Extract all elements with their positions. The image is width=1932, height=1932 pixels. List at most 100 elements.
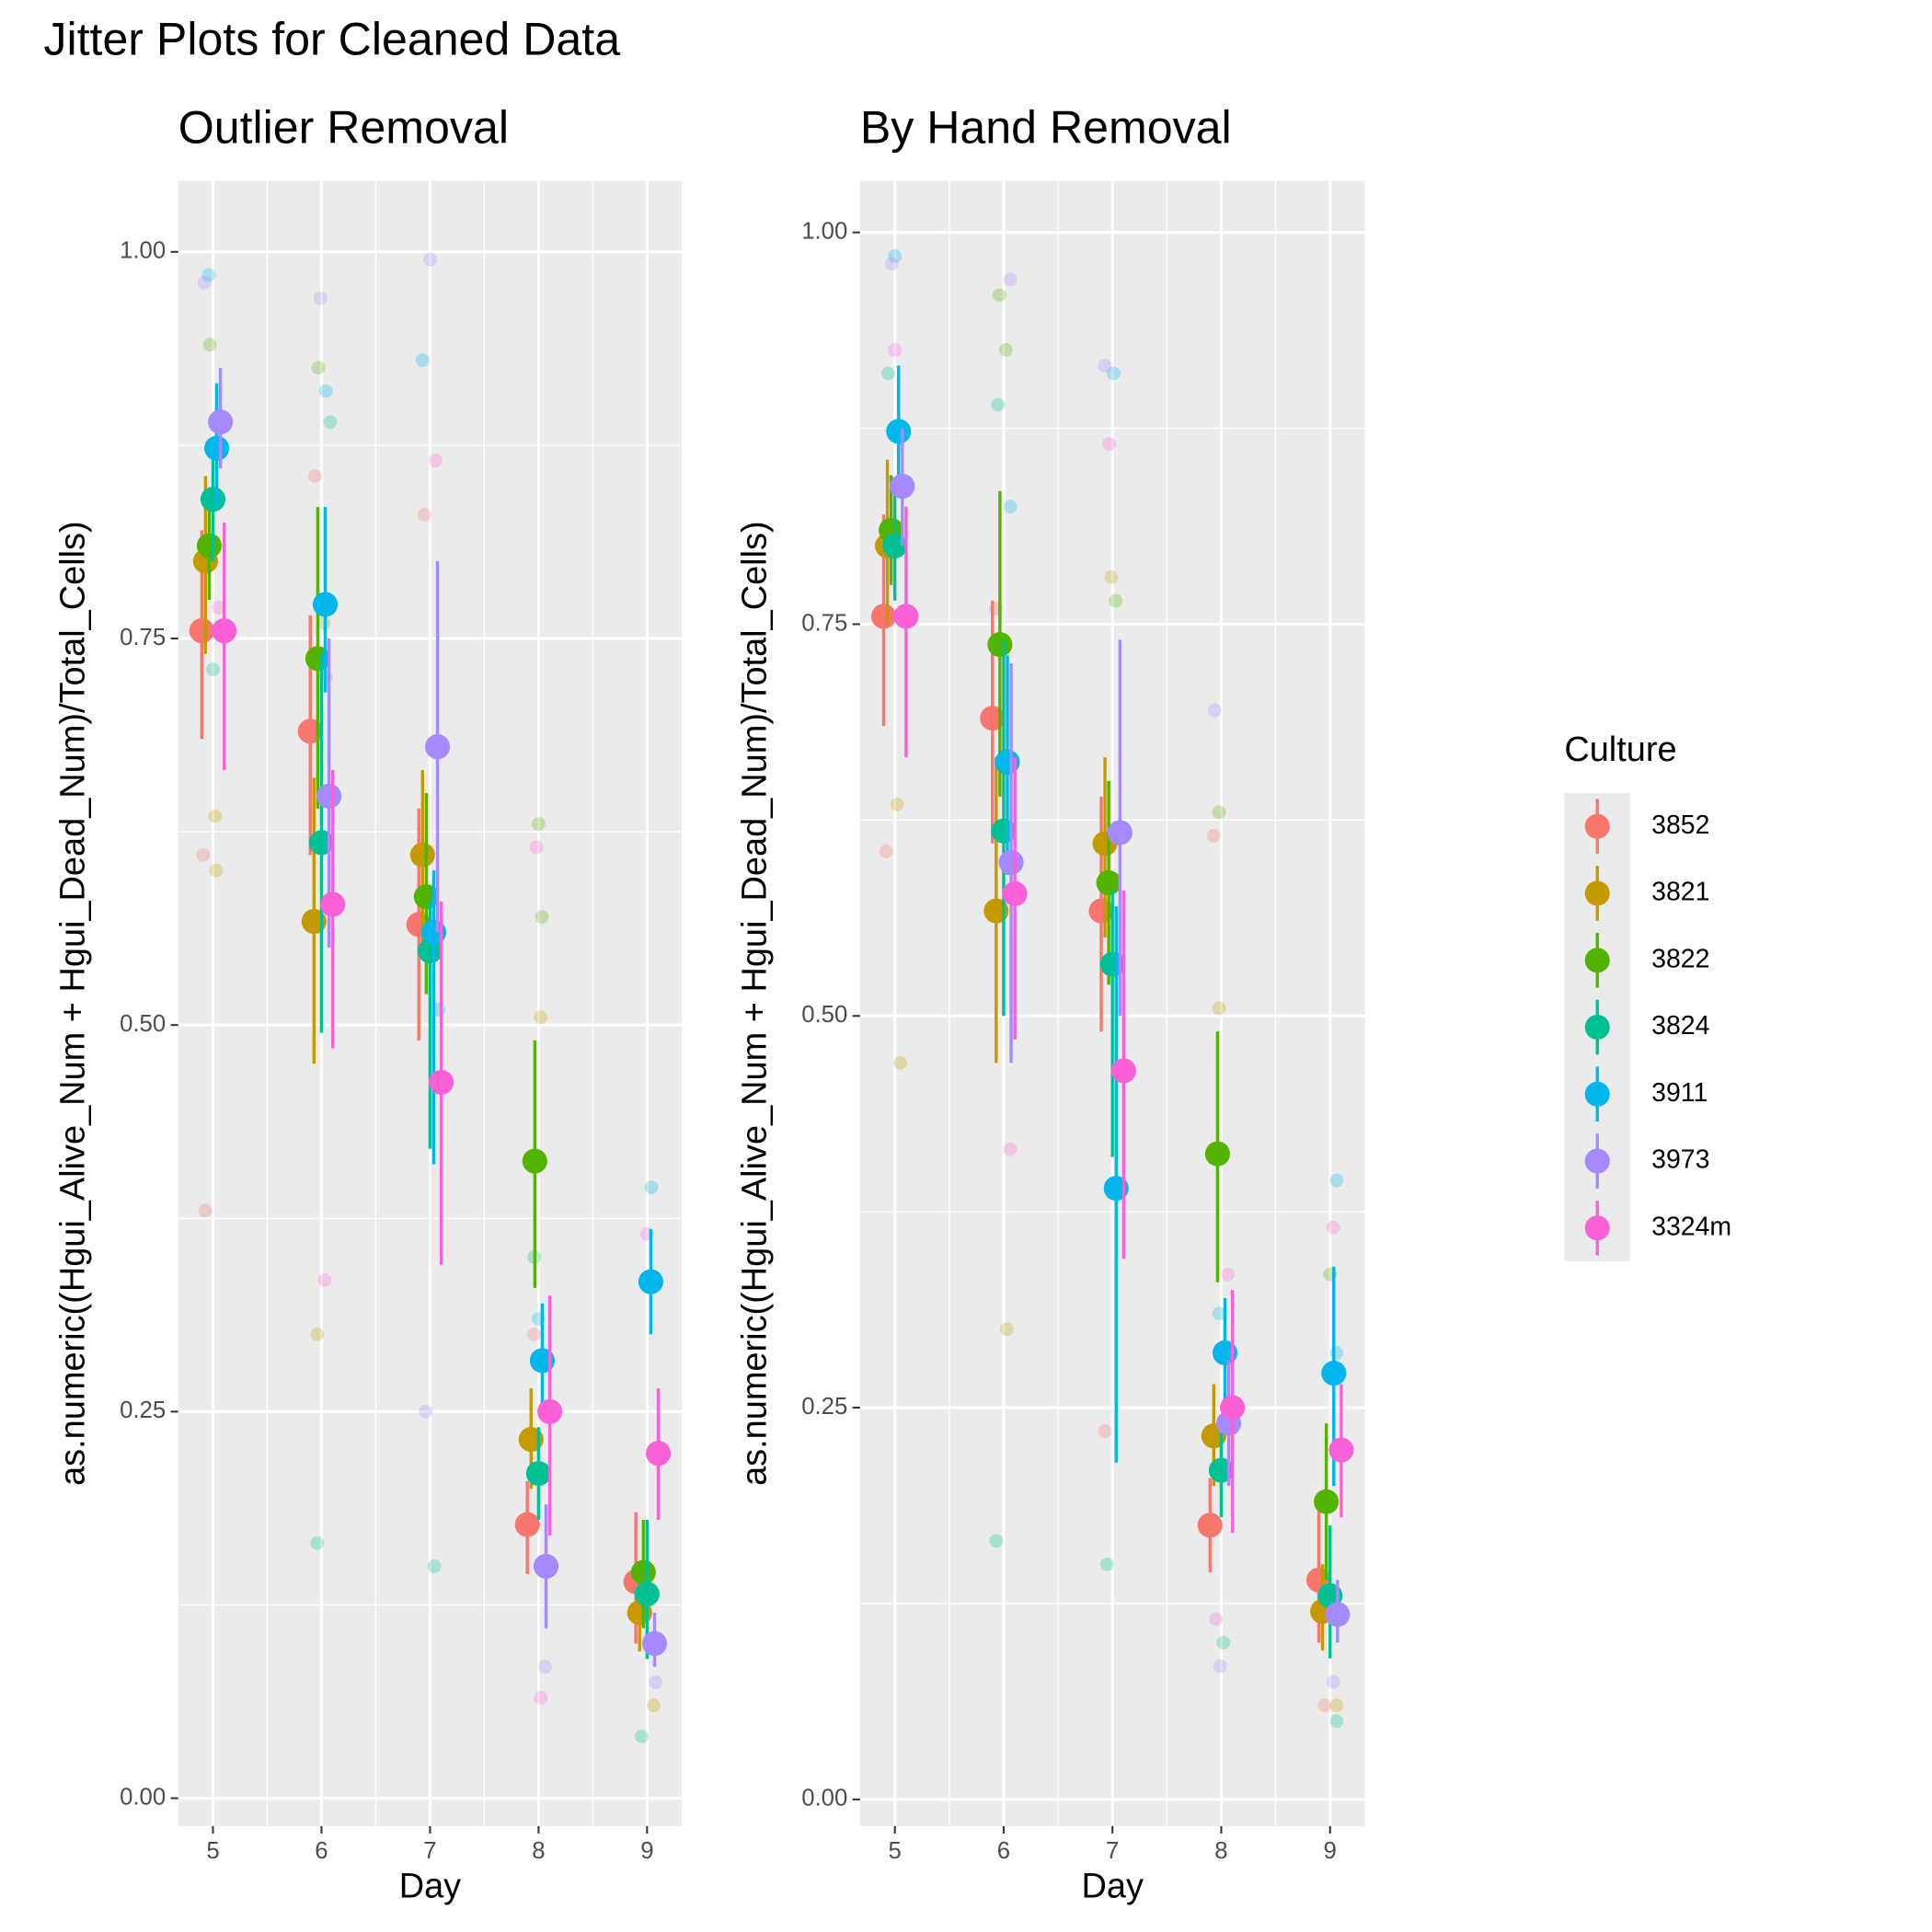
mean-point [641,1630,668,1657]
y-tick-label: 1.00 [801,218,847,244]
mean-point [316,783,342,809]
figure-title: Jitter Plots for Cleaned Data [43,13,620,64]
legend-label: 3324m [1651,1212,1731,1241]
y-tick-label: 0.25 [801,1394,847,1420]
legend-key-point [1584,948,1610,973]
raw-point [1206,828,1221,843]
mean-point [409,842,435,868]
x-tick-label: 9 [640,1838,653,1864]
legend-label: 3973 [1651,1145,1709,1175]
mean-point [886,419,912,444]
raw-point [1212,805,1226,820]
raw-point [649,1675,663,1689]
x-tick-label: 9 [1324,1838,1337,1864]
mean-point [312,592,339,617]
legend-key-point [1584,813,1610,839]
raw-point [422,252,437,267]
raw-point [1109,593,1123,608]
raw-point [198,1203,213,1218]
raw-point [989,1534,1004,1548]
raw-point [888,248,903,263]
raw-point [1207,703,1222,718]
x-tick-label: 5 [889,1838,902,1864]
raw-point [316,615,331,630]
mean-point [645,1441,672,1466]
legend-key-point [1584,880,1610,906]
raw-point [1212,1306,1226,1321]
raw-point [1317,1698,1332,1713]
legend-key-point [1584,1014,1610,1041]
raw-point [1000,1322,1014,1337]
raw-point [888,342,903,357]
y-tick-label: 0.75 [120,625,166,650]
raw-point [206,662,220,677]
x-tick-label: 8 [532,1838,545,1864]
raw-point [529,840,544,855]
raw-point [202,338,217,352]
raw-point [307,469,322,483]
raw-point [1003,500,1018,514]
raw-point [428,454,443,468]
raw-point [313,291,328,305]
raw-point [196,847,211,862]
legend-label: 3824 [1651,1011,1709,1041]
x-tick-label: 5 [206,1838,219,1864]
y-axis-label: as.numeric((Hgui_Alive_Num + Hgui_Dead_N… [735,521,774,1486]
raw-point [538,1660,552,1674]
y-tick-label: 0.25 [120,1397,166,1423]
mean-point [890,474,915,500]
mean-point [208,409,234,435]
mean-point [533,1553,559,1580]
x-tick-label: 8 [1214,1838,1227,1864]
mean-point [200,487,226,512]
raw-point [881,366,896,381]
raw-point [323,415,338,430]
mean-point [1096,869,1121,896]
raw-point [991,397,1006,412]
legend-label: 3821 [1651,878,1709,907]
raw-point [534,1010,548,1025]
legend-label: 3911 [1651,1078,1708,1108]
mean-point [1314,1489,1340,1514]
raw-point [418,508,431,522]
raw-point [415,352,430,367]
raw-point [310,1535,325,1550]
y-tick-label: 0.50 [801,1002,847,1028]
legend-title: Culture [1564,730,1676,769]
raw-point [1221,1267,1235,1282]
legend-key-point [1584,1081,1610,1107]
raw-point [317,1273,332,1287]
y-axis-label: as.numeric((Hgui_Alive_Num + Hgui_Dead_N… [53,521,92,1486]
raw-point [310,1327,325,1341]
raw-point [879,844,893,858]
raw-point [992,288,1006,303]
mean-point [196,533,222,558]
raw-point [893,1055,908,1070]
x-tick-label: 7 [423,1838,436,1864]
raw-point [311,361,326,375]
raw-point [1329,1173,1344,1188]
raw-point [1102,437,1117,452]
mean-point [204,435,230,461]
raw-point [1216,1636,1231,1650]
raw-point [644,1180,659,1195]
raw-point [1329,1698,1344,1713]
y-tick-label: 0.75 [801,610,847,636]
raw-point [197,275,212,290]
mean-point [1328,1437,1354,1463]
raw-point [890,797,904,811]
raw-point [427,1559,442,1573]
mean-point [638,1269,663,1294]
raw-point [1329,1346,1344,1360]
mean-point [1107,820,1133,845]
mean-point [893,604,919,629]
y-tick-label: 0.00 [801,1786,847,1811]
raw-point [1106,366,1121,381]
mean-point [998,849,1024,875]
raw-point [211,600,225,615]
raw-point [634,1729,649,1743]
legend-label: 3822 [1651,944,1709,973]
mean-point [425,734,451,760]
raw-point [1099,1557,1114,1571]
